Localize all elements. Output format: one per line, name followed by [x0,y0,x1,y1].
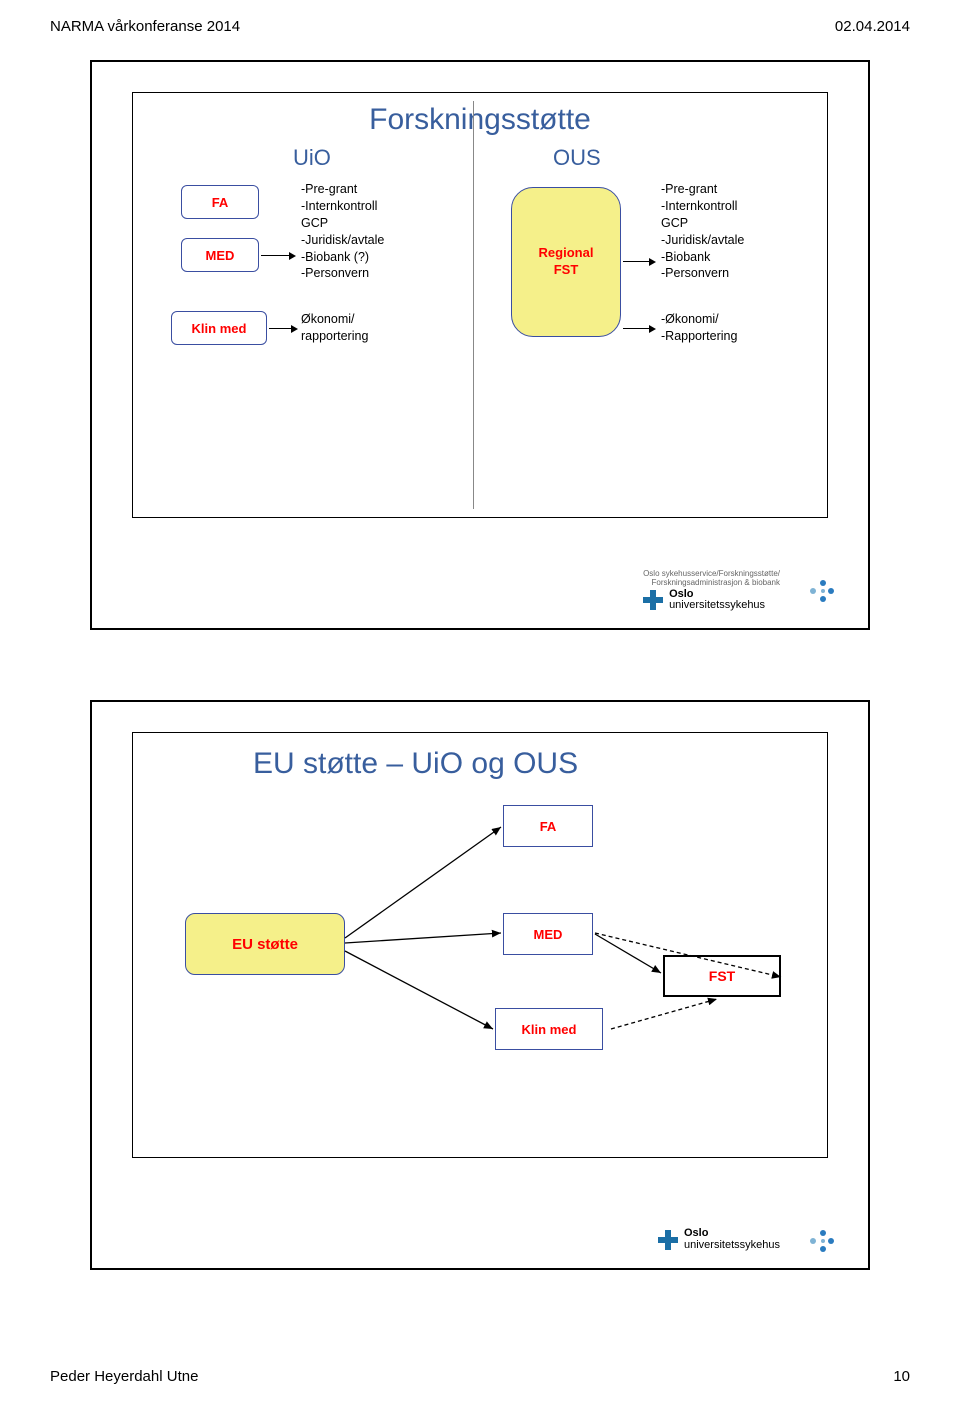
text-right-bottom: -Økonomi/ -Rapportering [661,311,737,345]
box-fa: FA [181,185,259,219]
box-klin-med: Klin med [171,311,267,345]
slide-1-inner: Forskningsstøtte UiO OUS FA MED Klin med… [132,92,828,518]
slide-2-logo-row: Oslo universitetssykehus [658,1228,840,1252]
arrow-1-head [289,252,296,260]
slide-1: Forskningsstøtte UiO OUS FA MED Klin med… [90,60,870,630]
slide-1-title: Forskningsstøtte [133,103,827,137]
arrow-4 [623,328,651,329]
logo-oslo: Oslo [669,588,693,600]
box-med-2: MED [503,913,593,955]
box-med: MED [181,238,259,272]
text-left-top: -Pre-grant -Internkontroll GCP -Juridisk… [301,181,384,282]
box-regional-fst: Regional FST [511,187,621,337]
box-fst-2: FST [663,955,781,997]
arrow-2 [269,328,293,329]
logo-universitetssykehus-2: universitetssykehus [684,1239,780,1251]
logo-uhs-2: Oslo universitetssykehus [658,1228,780,1251]
logo-caption: Oslo sykehusservice/Forskningsstøtte/ Fo… [643,569,780,587]
dots-icon-2 [806,1228,840,1252]
box-eu-stotte: EU støtte [185,913,345,975]
slide-1-logo-row: Oslo sykehusservice/Forskningsstøtte/ Fo… [643,569,840,612]
dots-icon [806,578,840,602]
arrow-1 [261,255,291,256]
arrow-3-head [649,258,656,266]
box-fa-2: FA [503,805,593,847]
logo-uhs-text: Oslo universitetssykehus [669,589,765,612]
slide-2: EU støtte – UiO og OUS EU støtte FA MED … [90,700,870,1270]
page-header-right: 02.04.2014 [835,18,910,35]
text-left-bottom: Økonomi/ rapportering [301,311,368,345]
slide-1-divider [473,101,474,509]
box-klin-med-2: Klin med [495,1008,603,1050]
plus-icon [643,590,663,610]
logo-oslo-2: Oslo [684,1227,708,1239]
slide-2-title: EU støtte – UiO og OUS [253,747,578,781]
text-right-top: -Pre-grant -Internkontroll GCP -Juridisk… [661,181,744,282]
plus-icon-2 [658,1230,678,1250]
arrow-3 [623,261,651,262]
arrow-2-head [291,325,298,333]
logo-universitetssykehus: universitetssykehus [669,599,765,611]
page-footer-left: Peder Heyerdahl Utne [50,1368,198,1385]
arrow-4-head [649,325,656,333]
slide-2-inner: EU støtte – UiO og OUS EU støtte FA MED … [132,732,828,1158]
page-number: 10 [893,1368,910,1385]
slide-1-ous-label: OUS [553,145,601,171]
logo-uhs: Oslo universitetssykehus [643,589,780,612]
logo-uhs-text-2: Oslo universitetssykehus [684,1228,780,1251]
slide-1-uio-label: UiO [293,145,331,171]
page-header-left: NARMA vårkonferanse 2014 [50,18,240,35]
